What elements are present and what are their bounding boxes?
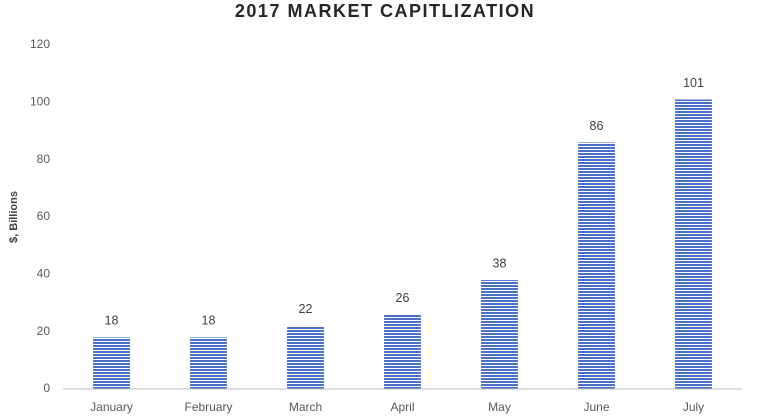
data-label: 101: [683, 76, 704, 90]
x-tick-label: April: [390, 400, 414, 414]
data-label: 22: [299, 302, 313, 316]
y-tick-label: 100: [30, 95, 50, 109]
bar: [190, 337, 227, 389]
bar: [93, 337, 130, 389]
y-tick-label: 80: [37, 152, 51, 166]
bar: [287, 325, 324, 389]
bar: [675, 99, 712, 389]
x-tick-label: July: [683, 400, 704, 414]
data-label: 18: [202, 314, 216, 328]
bar: [578, 142, 615, 389]
x-tick-label: March: [289, 400, 322, 414]
y-tick-label: 40: [37, 267, 51, 281]
bar: [481, 280, 518, 389]
y-tick-label: 60: [37, 209, 51, 223]
bar: [384, 314, 421, 389]
data-label: 26: [396, 291, 410, 305]
y-tick-label: 0: [43, 381, 50, 395]
data-label: 38: [493, 256, 507, 270]
y-tick-label: 20: [37, 324, 51, 338]
data-label: 86: [590, 119, 604, 133]
x-tick-label: January: [90, 400, 133, 414]
x-tick-label: February: [184, 400, 232, 414]
y-tick-label: 120: [30, 37, 50, 51]
chart-title: 2017 MARKET CAPITLIZATION: [235, 1, 535, 21]
x-tick-label: June: [583, 400, 609, 414]
x-tick-label: May: [488, 400, 511, 414]
data-label: 18: [105, 314, 119, 328]
y-axis-title: $, Billions: [8, 191, 20, 243]
